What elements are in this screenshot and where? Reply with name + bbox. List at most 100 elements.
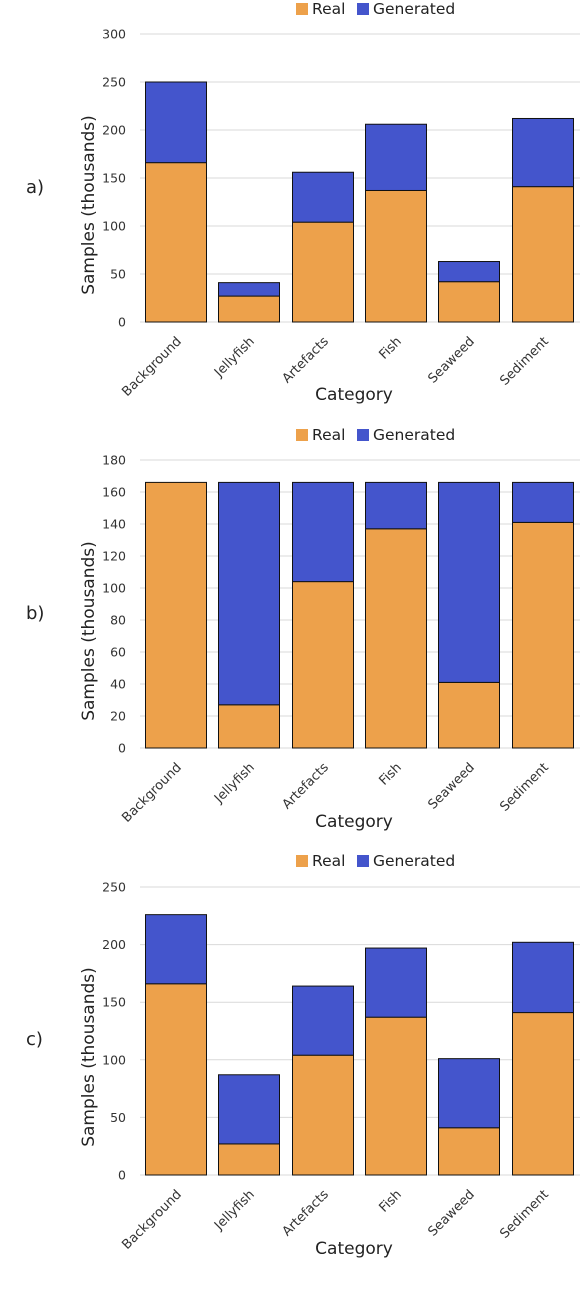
bar-generated-seaweed bbox=[438, 261, 500, 283]
y-axis-title: Samples (thousands) bbox=[79, 967, 99, 1147]
x-tick-label: Fish bbox=[376, 334, 404, 362]
bar-real-fish bbox=[365, 1016, 427, 1176]
x-tick-label: Fish bbox=[376, 760, 404, 788]
bar-generated-seaweed bbox=[438, 1058, 500, 1129]
bar-real-seaweed bbox=[438, 281, 500, 323]
bar-generated-jellyfish bbox=[218, 1074, 280, 1145]
x-tick-label: Fish bbox=[376, 1187, 404, 1215]
bar-generated-jellyfish bbox=[218, 481, 280, 706]
legend-swatch-real bbox=[296, 429, 308, 441]
legend-swatch-generated bbox=[357, 3, 369, 15]
y-tick-label: 50 bbox=[110, 1110, 126, 1125]
bar-generated-sediment bbox=[512, 481, 574, 523]
y-tick-label: 40 bbox=[110, 677, 126, 692]
x-tick-label: Sediment bbox=[497, 760, 552, 815]
bar-generated-artefacts bbox=[292, 985, 354, 1056]
x-tick-label: Seaweed bbox=[425, 1187, 477, 1239]
y-tick-label: 150 bbox=[102, 171, 126, 186]
y-tick-label: 100 bbox=[102, 219, 126, 234]
y-tick-label: 300 bbox=[102, 27, 126, 42]
x-tick-label: Artefacts bbox=[280, 1187, 332, 1239]
x-tick-label: Sediment bbox=[497, 1187, 552, 1242]
y-tick-label: 180 bbox=[102, 453, 126, 468]
y-tick-label: 80 bbox=[110, 613, 126, 628]
y-tick-label: 200 bbox=[102, 937, 126, 952]
bar-real-artefacts bbox=[292, 1054, 354, 1176]
bar-generated-fish bbox=[365, 123, 427, 191]
x-tick-label: Jellyfish bbox=[211, 334, 258, 381]
bar-generated-background bbox=[145, 81, 207, 164]
x-tick-label: Seaweed bbox=[425, 334, 477, 386]
x-tick-label: Background bbox=[119, 1187, 184, 1252]
bar-real-fish bbox=[365, 189, 427, 323]
x-axis-title: Category bbox=[315, 812, 393, 832]
bar-real-background bbox=[145, 983, 207, 1176]
y-tick-label: 20 bbox=[110, 709, 126, 724]
panel-label: a) bbox=[26, 177, 44, 198]
bar-generated-sediment bbox=[512, 117, 574, 188]
x-tick-label: Jellyfish bbox=[211, 1187, 258, 1234]
y-tick-label: 60 bbox=[110, 645, 126, 660]
bar-generated-artefacts bbox=[292, 171, 354, 223]
legend-label-real: Real bbox=[312, 852, 345, 870]
bar-real-background bbox=[145, 162, 207, 323]
chart-panel-1: 0 20 40 60 80 100 120 140 160 180 Background Jellyf… bbox=[26, 426, 580, 832]
y-tick-label: 0 bbox=[118, 741, 126, 756]
chart-panel-2: 0 50 100 150 200 250 Background Jellyfish Artefa… bbox=[26, 852, 580, 1259]
legend: Real Generated bbox=[296, 0, 455, 18]
legend-swatch-real bbox=[296, 3, 308, 15]
bar-real-sediment bbox=[512, 186, 574, 323]
x-tick-label: Seaweed bbox=[425, 760, 477, 812]
x-tick-label: Artefacts bbox=[280, 334, 332, 386]
y-axis-title: Samples (thousands) bbox=[79, 115, 99, 295]
bar-generated-jellyfish bbox=[218, 282, 280, 297]
bar-real-artefacts bbox=[292, 581, 354, 749]
bar-real-sediment bbox=[512, 521, 574, 749]
y-tick-label: 250 bbox=[102, 880, 126, 895]
y-tick-label: 100 bbox=[102, 1052, 126, 1067]
x-tick-label: Background bbox=[119, 334, 184, 399]
bar-real-seaweed bbox=[438, 681, 500, 749]
y-tick-label: 120 bbox=[102, 549, 126, 564]
legend-label-real: Real bbox=[312, 426, 345, 444]
bar-real-sediment bbox=[512, 1012, 574, 1176]
bar-real-background bbox=[145, 481, 207, 749]
bar-generated-seaweed bbox=[438, 481, 500, 683]
legend-swatch-real bbox=[296, 855, 308, 867]
y-tick-label: 160 bbox=[102, 485, 126, 500]
bar-generated-artefacts bbox=[292, 481, 354, 583]
y-tick-label: 140 bbox=[102, 517, 126, 532]
bar-generated-background bbox=[145, 914, 207, 985]
legend-label-generated: Generated bbox=[373, 0, 455, 18]
y-axis-title: Samples (thousands) bbox=[79, 541, 99, 721]
legend-label-real: Real bbox=[312, 0, 345, 18]
y-tick-label: 100 bbox=[102, 581, 126, 596]
y-tick-label: 0 bbox=[118, 315, 126, 330]
y-tick-label: 200 bbox=[102, 123, 126, 138]
bar-real-seaweed bbox=[438, 1127, 500, 1176]
x-axis-title: Category bbox=[315, 1239, 393, 1259]
bar-real-jellyfish bbox=[218, 295, 280, 323]
legend-swatch-generated bbox=[357, 855, 369, 867]
bar-generated-fish bbox=[365, 947, 427, 1018]
chart-panel-0: 0 50 100 150 200 250 300 Background Jellyfish Art… bbox=[26, 0, 580, 405]
x-axis-title: Category bbox=[315, 385, 393, 405]
bar-real-jellyfish bbox=[218, 1143, 280, 1176]
bar-real-fish bbox=[365, 528, 427, 749]
legend: Real Generated bbox=[296, 852, 455, 870]
legend-label-generated: Generated bbox=[373, 852, 455, 870]
legend: Real Generated bbox=[296, 426, 455, 444]
bar-real-jellyfish bbox=[218, 704, 280, 749]
legend-label-generated: Generated bbox=[373, 426, 455, 444]
y-tick-label: 50 bbox=[110, 267, 126, 282]
y-tick-label: 250 bbox=[102, 75, 126, 90]
y-tick-label: 0 bbox=[118, 1168, 126, 1183]
panel-label: c) bbox=[26, 1029, 43, 1050]
x-tick-label: Background bbox=[119, 760, 184, 825]
bar-generated-sediment bbox=[512, 941, 574, 1014]
legend-swatch-generated bbox=[357, 429, 369, 441]
x-tick-label: Sediment bbox=[497, 334, 552, 389]
y-tick-label: 150 bbox=[102, 995, 126, 1010]
x-tick-label: Jellyfish bbox=[211, 760, 258, 807]
